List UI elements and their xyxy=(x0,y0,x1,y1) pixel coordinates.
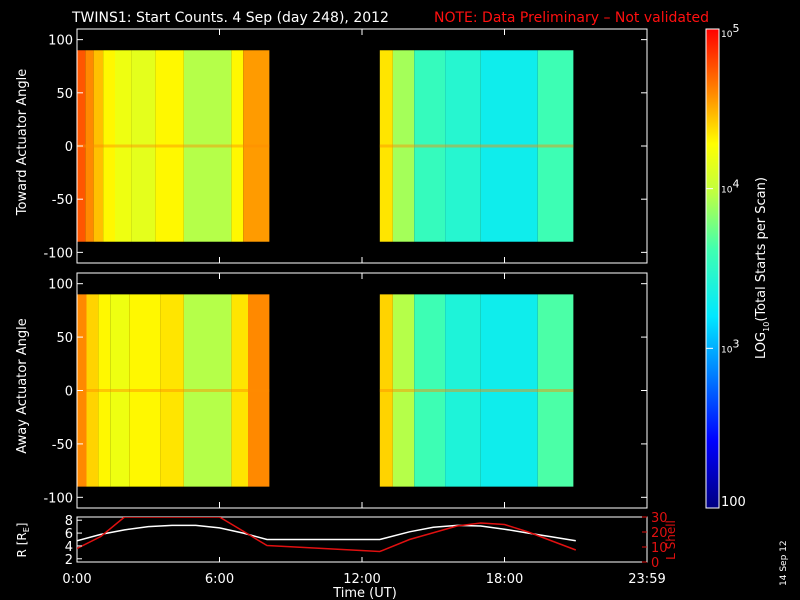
away-ytick-label: -100 xyxy=(43,491,73,506)
away-heatmap-band xyxy=(86,294,99,487)
away-ytick-label: 0 xyxy=(65,385,73,400)
toward-ytick-label: -50 xyxy=(52,193,73,208)
away-heatmap-band xyxy=(414,294,446,487)
away-heatmap-band xyxy=(183,294,232,487)
toward-heatmap-band xyxy=(155,50,184,242)
toward-heatmap-band xyxy=(445,50,481,242)
toward-heatmap-band xyxy=(103,50,115,242)
away-heatmap-band xyxy=(445,294,481,487)
plot-title: TWINS1: Start Counts. 4 Sep (day 248), 2… xyxy=(71,10,389,26)
r-distance-line xyxy=(77,524,576,542)
away-ytick-label: 100 xyxy=(48,278,73,293)
toward-heatmap-band xyxy=(93,50,104,242)
away-ylabel: Away Actuator Angle xyxy=(15,318,30,453)
orbit-y2tick-label: 30 xyxy=(651,511,668,526)
away-heatmap-band xyxy=(480,294,538,487)
away-ytick-label: -50 xyxy=(52,438,73,453)
toward-heatmap-band xyxy=(537,50,574,242)
x-axis-label: Time (UT) xyxy=(332,586,397,600)
colorbar-label: LOG10(Total Starts per Scan) xyxy=(754,177,771,359)
orbit-y2tick-label: 20 xyxy=(651,526,668,541)
away-ytick-label: 50 xyxy=(56,331,73,346)
toward-heatmap-band xyxy=(85,50,94,242)
preliminary-note: NOTE: Data Preliminary – Not validated xyxy=(434,10,709,26)
toward-ylabel: Toward Actuator Angle xyxy=(15,69,30,216)
toward-heatmap-band xyxy=(379,50,393,242)
toward-heatmap-band xyxy=(131,50,156,242)
away-heatmap-band xyxy=(379,294,393,487)
away-angle-panel: 100 50 0 -50 -100 xyxy=(43,272,648,509)
x-tick-label: 23:59 xyxy=(628,572,665,587)
toward-heatmap-band xyxy=(183,50,232,242)
away-heatmap-band xyxy=(110,294,130,487)
toward-heatmap-band xyxy=(414,50,446,242)
away-heatmap-band xyxy=(129,294,161,487)
away-heatmap-band xyxy=(231,294,248,487)
away-heatmap-band xyxy=(248,294,270,487)
date-stamp: 14 Sep 12 xyxy=(779,540,789,586)
toward-angle-panel: 100 50 0 -50 -100 xyxy=(43,28,648,264)
x-tick-label: 6:00 xyxy=(205,572,234,587)
colorbar-tick-label: 100 xyxy=(721,495,746,510)
l-shell-line xyxy=(77,517,577,553)
colorbar-tick-label: 103 xyxy=(721,337,739,355)
away-heatmap-band xyxy=(160,294,184,487)
orbit-lshell-ylabel: L Shell xyxy=(664,520,678,560)
x-tick-label: 12:00 xyxy=(343,572,380,587)
orbit-y2tick-label: 0 xyxy=(651,556,659,571)
colorbar-tick-label: 104 xyxy=(721,178,739,196)
toward-heatmap-band xyxy=(231,50,244,242)
orbit-ytick-label: 6 xyxy=(65,527,73,542)
away-heatmap-band xyxy=(98,294,111,487)
toward-ytick-label: -100 xyxy=(43,246,73,261)
toward-heatmap-band xyxy=(392,50,415,242)
toward-heatmap-band xyxy=(243,50,270,242)
colorbar-gradient xyxy=(705,28,720,509)
toward-ytick-label: 50 xyxy=(56,87,73,102)
toward-ytick-label: 100 xyxy=(48,34,73,49)
toward-heatmap-band xyxy=(480,50,538,242)
orbit-y2tick-label: 10 xyxy=(651,541,668,556)
orbit-r-ylabel: R [RE] xyxy=(15,523,31,558)
orbit-ytick-label: 4 xyxy=(65,540,73,555)
toward-ytick-label: 0 xyxy=(65,140,73,155)
x-tick-label: 0:00 xyxy=(62,572,91,587)
orbit-ytick-label: 2 xyxy=(65,553,73,568)
colorbar-tick-label: 105 xyxy=(721,22,739,40)
colorbar: 105 104 103 100 xyxy=(705,22,746,510)
away-heatmap-band xyxy=(392,294,415,487)
toward-heatmap-band xyxy=(115,50,132,242)
x-tick-label: 18:00 xyxy=(486,572,523,587)
orbit-ytick-label: 8 xyxy=(65,514,73,529)
away-heatmap-band xyxy=(537,294,574,487)
